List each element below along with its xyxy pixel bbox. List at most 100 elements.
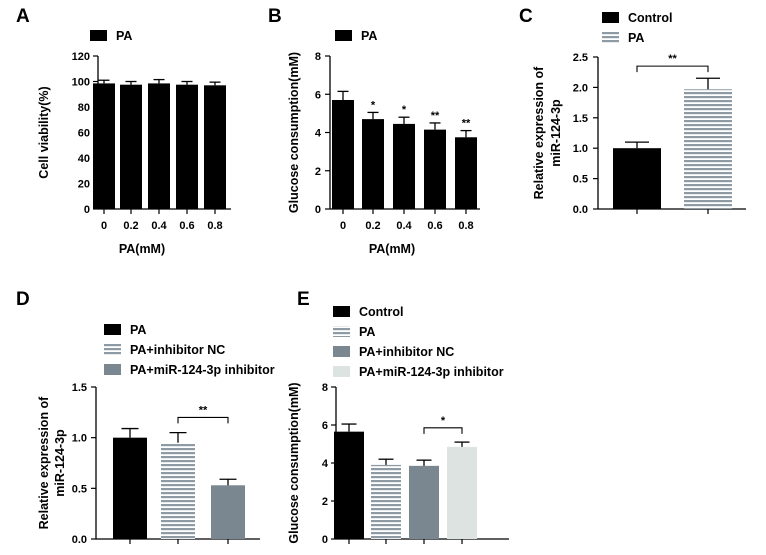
bar [211, 485, 245, 539]
x-tick-label: 0.2 [365, 220, 380, 232]
y-axis-label: Relative expression of [37, 396, 51, 530]
y-tick-label: 8 [315, 51, 321, 63]
bar [613, 148, 661, 209]
y-tick-label: 0 [84, 204, 90, 216]
y-axis-label: Glucose consumption(mM) [287, 52, 301, 213]
y-axis-label: Cell viability(%) [37, 86, 51, 178]
legend-label: PA+miR-124-3p inhibitor [130, 363, 275, 377]
significance-bracket [423, 427, 463, 434]
y-tick-label: 4 [322, 458, 329, 470]
y-tick-label: 100 [72, 77, 90, 89]
bar [393, 123, 415, 209]
y-tick-label: 60 [78, 128, 90, 140]
x-tick-label: 0.8 [207, 220, 222, 232]
y-tick-label: 0.5 [72, 483, 87, 495]
significance-label: * [441, 415, 446, 427]
bar [120, 84, 142, 209]
y-tick-label: 4 [315, 128, 322, 140]
y-tick-label: 2.0 [573, 82, 588, 94]
x-tick-label: 0.6 [179, 220, 194, 232]
legend-swatch [602, 32, 619, 43]
legend-label: PA [116, 29, 132, 43]
y-tick-label: 1.0 [72, 433, 87, 445]
x-tick-label: 0.6 [427, 220, 442, 232]
legend-swatch [333, 326, 350, 337]
y-axis-label: Relative expression of [532, 66, 546, 200]
y-tick-label: 6 [322, 420, 328, 432]
y-tick-label: 0.5 [573, 174, 588, 186]
panel-label: C [519, 6, 533, 27]
legend-swatch [104, 344, 121, 355]
legend-swatch [335, 30, 352, 41]
legend-swatch [333, 366, 350, 377]
y-tick-label: 1.5 [72, 382, 87, 394]
legend-label: PA+inhibitor NC [130, 343, 225, 357]
bar [176, 84, 198, 209]
y-tick-label: 40 [78, 153, 90, 165]
bar [684, 89, 732, 209]
y-tick-label: 0.0 [72, 534, 87, 546]
legend-label: PA [359, 325, 375, 339]
bar [362, 119, 384, 209]
y-tick-label: 1.0 [573, 143, 588, 155]
legend-swatch [333, 306, 350, 317]
bar [447, 446, 477, 539]
legend-swatch [104, 324, 121, 335]
x-tick-label: 0.4 [396, 220, 412, 232]
significance-bracket [636, 65, 709, 73]
bar [93, 83, 115, 209]
bar [148, 83, 170, 209]
y-tick-label: 0 [315, 204, 321, 216]
bar [424, 129, 446, 209]
bar [113, 437, 147, 539]
y-tick-label: 0.0 [573, 204, 588, 216]
y-axis-label: miR-124-3p [53, 429, 67, 497]
x-axis-label: PA(mM) [119, 242, 165, 256]
panel-label: A [16, 6, 30, 27]
y-tick-label: 20 [78, 179, 90, 191]
legend-swatch [104, 364, 121, 375]
y-tick-label: 1.5 [573, 113, 588, 125]
legend-label: Control [628, 11, 672, 25]
legend-swatch [333, 346, 350, 357]
y-axis-label: Glucose consumption(mM) [287, 382, 301, 543]
x-tick-label: 0.4 [151, 220, 167, 232]
y-tick-label: 2 [322, 496, 328, 508]
legend-label: PA [628, 31, 644, 45]
significance-label: ** [462, 118, 471, 130]
significance-bracket [177, 416, 229, 424]
significance-label: * [371, 99, 376, 111]
legend-swatch [602, 12, 619, 23]
legend-label: PA+miR-124-3p inhibitor [359, 365, 504, 379]
bar [334, 431, 364, 539]
bar [371, 464, 401, 539]
panel-label: D [16, 289, 30, 310]
significance-label: * [402, 104, 407, 116]
x-tick-label: 0 [340, 220, 346, 232]
y-axis-label: miR-124-3p [549, 99, 563, 167]
legend-label: PA [130, 323, 146, 337]
legend-label: PA [361, 29, 377, 43]
panel-label: B [268, 6, 282, 27]
y-tick-label: 80 [78, 102, 90, 114]
y-tick-label: 2 [315, 166, 321, 178]
x-tick-label: 0 [101, 220, 107, 232]
x-axis-label: PA(mM) [369, 242, 415, 256]
y-tick-label: 6 [315, 89, 321, 101]
legend-swatch [90, 30, 107, 41]
significance-label: ** [668, 53, 677, 65]
x-tick-label: 0.2 [123, 220, 138, 232]
bar [332, 99, 354, 209]
significance-label: ** [431, 110, 440, 122]
bar [409, 465, 439, 539]
legend-label: PA+inhibitor NC [359, 345, 454, 359]
panel-label: E [297, 289, 310, 310]
x-tick-label: 0.8 [458, 220, 473, 232]
legend-label: Control [359, 305, 403, 319]
y-tick-label: 2.5 [573, 52, 588, 64]
bar [204, 85, 226, 209]
significance-label: ** [199, 404, 208, 416]
y-tick-label: 0 [322, 534, 328, 546]
bar [455, 137, 477, 209]
